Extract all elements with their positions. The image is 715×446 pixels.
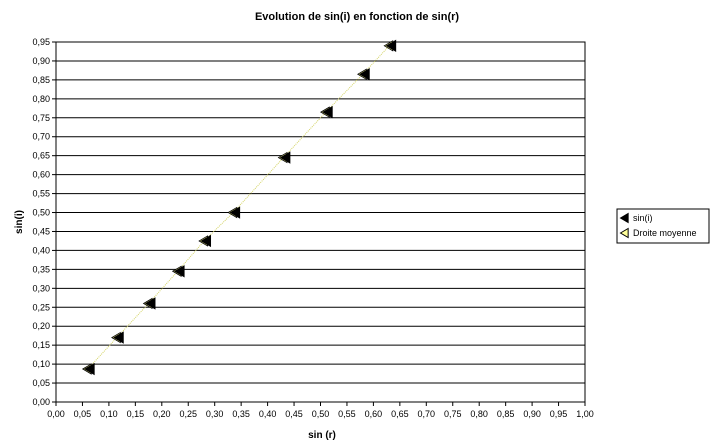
x-tick-label: 0,20: [153, 409, 171, 419]
legend: sin(i) Droite moyenne: [616, 208, 710, 244]
series-line-droite-moyenne: [87, 45, 390, 370]
y-tick-label: 0,15: [32, 340, 50, 350]
x-axis-ticks: 0,00 0,05 0,10 0,15 0,20 0,25 0,30 0,35 0,40 0,45…: [47, 402, 594, 419]
mean-line-layer: [87, 45, 390, 370]
y-tick-label: 0,60: [32, 170, 50, 180]
y-tick-label: 0,25: [32, 302, 50, 312]
marker-layer: [81, 39, 397, 376]
x-tick-label: 0,65: [391, 409, 409, 419]
point-sin-i: [174, 265, 185, 278]
x-tick-label: 0,85: [497, 409, 515, 419]
y-tick-label: 0,10: [32, 359, 50, 369]
point-sin-i: [84, 362, 95, 376]
plot-area: [55, 41, 586, 403]
y-tick-label: 0,45: [32, 226, 50, 236]
x-tick-label: 0,45: [285, 409, 303, 419]
y-tick-label: 0,05: [32, 378, 50, 388]
point-sin-i: [229, 206, 241, 219]
x-tick-label: 0,30: [206, 409, 224, 419]
legend-marker-sin-i: [619, 212, 629, 224]
x-tick-label: 0,10: [100, 409, 118, 419]
x-tick-label: 0,05: [74, 409, 92, 419]
legend-label-sin-i: sin(i): [633, 213, 653, 223]
point-sin-i: [359, 68, 370, 81]
gridlines: [56, 41, 585, 403]
y-tick-label: 0,30: [32, 283, 50, 293]
x-tick-label: 0,50: [312, 409, 330, 419]
point-sin-i: [200, 234, 212, 248]
y-tick-label: 0,35: [32, 264, 50, 274]
x-tick-label: 0,70: [418, 409, 436, 419]
y-tick-label: 0,75: [32, 113, 50, 123]
point-sin-i: [144, 297, 156, 310]
x-tick-label: 0,40: [259, 409, 277, 419]
y-tick-label: 0,55: [32, 189, 50, 199]
point-sin-i: [322, 105, 333, 119]
y-tick-label: 0,80: [32, 94, 50, 104]
point-sin-i: [385, 39, 397, 52]
point-sin-i: [113, 331, 124, 344]
y-tick-label: 0,90: [32, 56, 50, 66]
x-axis-title: sin (r): [308, 430, 336, 441]
x-tick-label: 0,75: [444, 409, 462, 419]
x-tick-label: 0,90: [523, 409, 541, 419]
y-tick-label: 0,50: [32, 208, 50, 218]
y-tick-label: 0,65: [32, 151, 50, 161]
y-tick-label: 0,40: [32, 245, 50, 255]
x-tick-label: 0,00: [47, 409, 65, 419]
x-tick-label: 0,35: [232, 409, 250, 419]
y-tick-label: 0,85: [32, 75, 50, 85]
point-sin-i: [279, 151, 291, 164]
y-tick-label: 0,20: [32, 321, 50, 331]
chart-title: Evolution de sin(i) en fonction de sin(r…: [255, 11, 459, 23]
x-tick-label: 0,15: [127, 409, 145, 419]
x-tick-label: 0,60: [365, 409, 383, 419]
y-tick-label: 0,95: [32, 37, 50, 47]
legend-box: [616, 208, 710, 244]
x-tick-label: 0,80: [470, 409, 488, 419]
y-tick-label: 0,70: [32, 132, 50, 142]
legend-label-droite-moyenne: Droite moyenne: [633, 228, 697, 238]
y-axis-ticks: 0,00 0,05 0,10 0,15 0,20 0,25 0,30 0,35 0,40 0,45…: [32, 37, 56, 407]
x-tick-label: 0,95: [550, 409, 568, 419]
x-tick-label: 1,00: [576, 409, 594, 419]
x-tick-label: 0,55: [338, 409, 356, 419]
y-tick-label: 0,00: [32, 397, 50, 407]
legend-marker-droite-moyenne: [619, 227, 629, 239]
y-axis-title: sin(i): [14, 210, 25, 234]
x-tick-label: 0,25: [179, 409, 197, 419]
